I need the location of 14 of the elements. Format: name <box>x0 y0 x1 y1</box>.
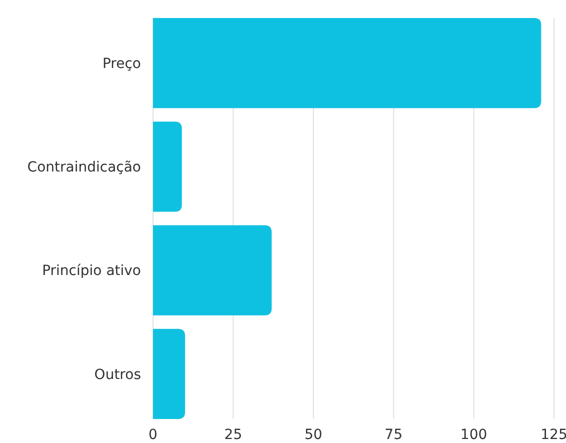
y-tick-label: Princípio ativo <box>42 263 141 280</box>
x-tick-label: 100 <box>460 427 488 443</box>
bar <box>153 122 182 212</box>
y-tick-label: Contraindicação <box>27 160 141 176</box>
bar <box>153 18 542 108</box>
x-tick-label: 25 <box>224 427 242 443</box>
y-tick-label: Outros <box>94 366 141 383</box>
y-tick-label: Preço <box>102 56 141 72</box>
x-tick-label: 125 <box>540 427 566 443</box>
x-tick-label: 75 <box>384 427 403 443</box>
bar <box>153 225 272 316</box>
bar <box>153 328 186 419</box>
x-tick-label: 0 <box>148 427 158 443</box>
x-tick-label: 50 <box>304 427 322 443</box>
